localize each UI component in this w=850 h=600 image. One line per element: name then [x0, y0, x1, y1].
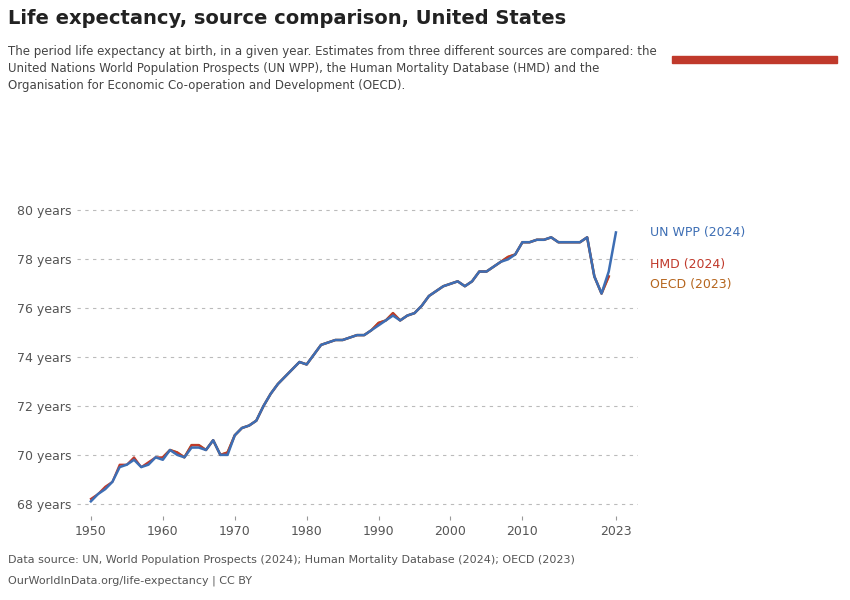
Text: Life expectancy, source comparison, United States: Life expectancy, source comparison, Unit… — [8, 9, 567, 28]
Text: OECD (2023): OECD (2023) — [650, 278, 732, 292]
Text: UN WPP (2024): UN WPP (2024) — [650, 226, 745, 239]
Text: in Data: in Data — [729, 34, 779, 46]
Bar — [672, 56, 837, 63]
Text: OurWorldInData.org/life-expectancy | CC BY: OurWorldInData.org/life-expectancy | CC … — [8, 576, 252, 587]
Text: HMD (2024): HMD (2024) — [650, 258, 725, 271]
Text: Our World: Our World — [719, 15, 790, 28]
Text: The period life expectancy at birth, in a given year. Estimates from three diffe: The period life expectancy at birth, in … — [8, 45, 657, 92]
Text: Data source: UN, World Population Prospects (2024); Human Mortality Database (20: Data source: UN, World Population Prospe… — [8, 555, 575, 565]
